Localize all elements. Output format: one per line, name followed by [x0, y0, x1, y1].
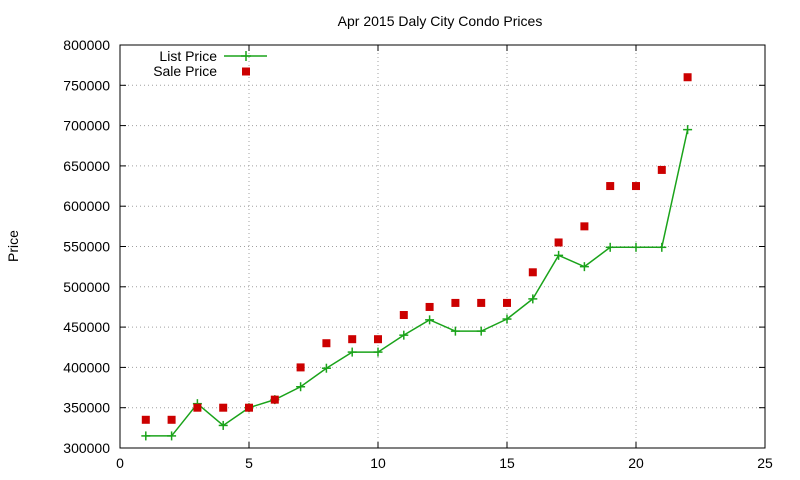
data-point-list-price — [218, 420, 228, 430]
data-point-list-price — [657, 242, 667, 252]
x-tick-label: 20 — [628, 455, 644, 471]
data-point-list-price — [554, 250, 564, 260]
data-point-sale-price — [193, 403, 202, 412]
y-tick-label: 650000 — [63, 158, 110, 174]
data-point-list-price — [425, 315, 435, 325]
data-point-list-price — [502, 314, 512, 324]
data-point-list-price — [347, 347, 357, 357]
y-tick-label: 500000 — [63, 279, 110, 295]
x-tick-label: 25 — [757, 455, 773, 471]
data-point-sale-price — [554, 238, 563, 247]
series-layer — [141, 73, 693, 441]
data-point-sale-price — [503, 298, 511, 307]
data-point-sale-price — [425, 302, 434, 311]
data-point-list-price — [450, 326, 460, 336]
legend-marker-sale-price — [242, 67, 250, 76]
series-sale-price — [141, 73, 692, 424]
data-point-list-price — [476, 326, 486, 336]
data-point-sale-price — [477, 298, 486, 307]
x-tick-label: 5 — [245, 455, 253, 471]
data-point-sale-price — [167, 415, 176, 424]
y-tick-label: 800000 — [63, 37, 110, 53]
ticks-layer: 0 5 10 15 20 25 300000 350000 400000 450000 500000… — [63, 37, 773, 471]
data-point-list-price — [373, 347, 383, 357]
data-point-sale-price — [606, 182, 615, 191]
data-point-list-price — [399, 330, 409, 340]
x-tick-label: 0 — [116, 455, 124, 471]
data-point-sale-price — [580, 222, 589, 231]
data-point-sale-price — [270, 395, 279, 404]
data-point-sale-price — [322, 339, 331, 348]
data-point-sale-price — [683, 73, 692, 82]
data-point-sale-price — [245, 403, 253, 412]
data-point-sale-price — [451, 298, 460, 307]
data-point-list-price — [605, 242, 615, 252]
y-tick-label: 450000 — [63, 319, 110, 335]
y-tick-label: 300000 — [63, 440, 110, 456]
data-point-sale-price — [219, 403, 228, 412]
data-point-list-price — [683, 125, 693, 135]
data-point-list-price — [296, 382, 306, 392]
series-line-list-price — [145, 129, 689, 437]
data-point-sale-price — [374, 335, 382, 344]
y-tick-label: 400000 — [63, 359, 110, 375]
y-tick-label: 700000 — [63, 118, 110, 134]
data-point-sale-price — [399, 311, 408, 320]
legend-label-list-price: List Price — [159, 48, 217, 64]
y-tick-label: 550000 — [63, 239, 110, 255]
x-tick-label: 15 — [499, 455, 515, 471]
legend: List Price Sale Price — [153, 48, 267, 79]
data-point-sale-price — [296, 363, 305, 372]
data-point-sale-price — [348, 335, 357, 344]
data-point-list-price — [167, 431, 177, 441]
data-point-list-price — [579, 262, 589, 272]
y-axis-label: Price — [5, 230, 21, 262]
data-point-sale-price — [528, 268, 537, 277]
grid-layer — [120, 45, 765, 448]
data-point-sale-price — [141, 415, 150, 424]
chart-title: Apr 2015 Daly City Condo Prices — [338, 13, 543, 29]
data-point-sale-price — [657, 165, 666, 174]
data-point-list-price — [631, 242, 641, 252]
data-point-sale-price — [632, 182, 640, 191]
legend-label-sale-price: Sale Price — [153, 63, 217, 79]
y-tick-label: 750000 — [63, 77, 110, 93]
data-point-list-price — [528, 294, 538, 304]
data-point-list-price — [141, 431, 151, 441]
data-point-list-price — [321, 363, 331, 373]
y-tick-label: 350000 — [63, 400, 110, 416]
legend-marker-list-price — [241, 51, 251, 61]
x-tick-label: 10 — [370, 455, 386, 471]
y-tick-label: 600000 — [63, 198, 110, 214]
series-list-price — [141, 125, 693, 441]
